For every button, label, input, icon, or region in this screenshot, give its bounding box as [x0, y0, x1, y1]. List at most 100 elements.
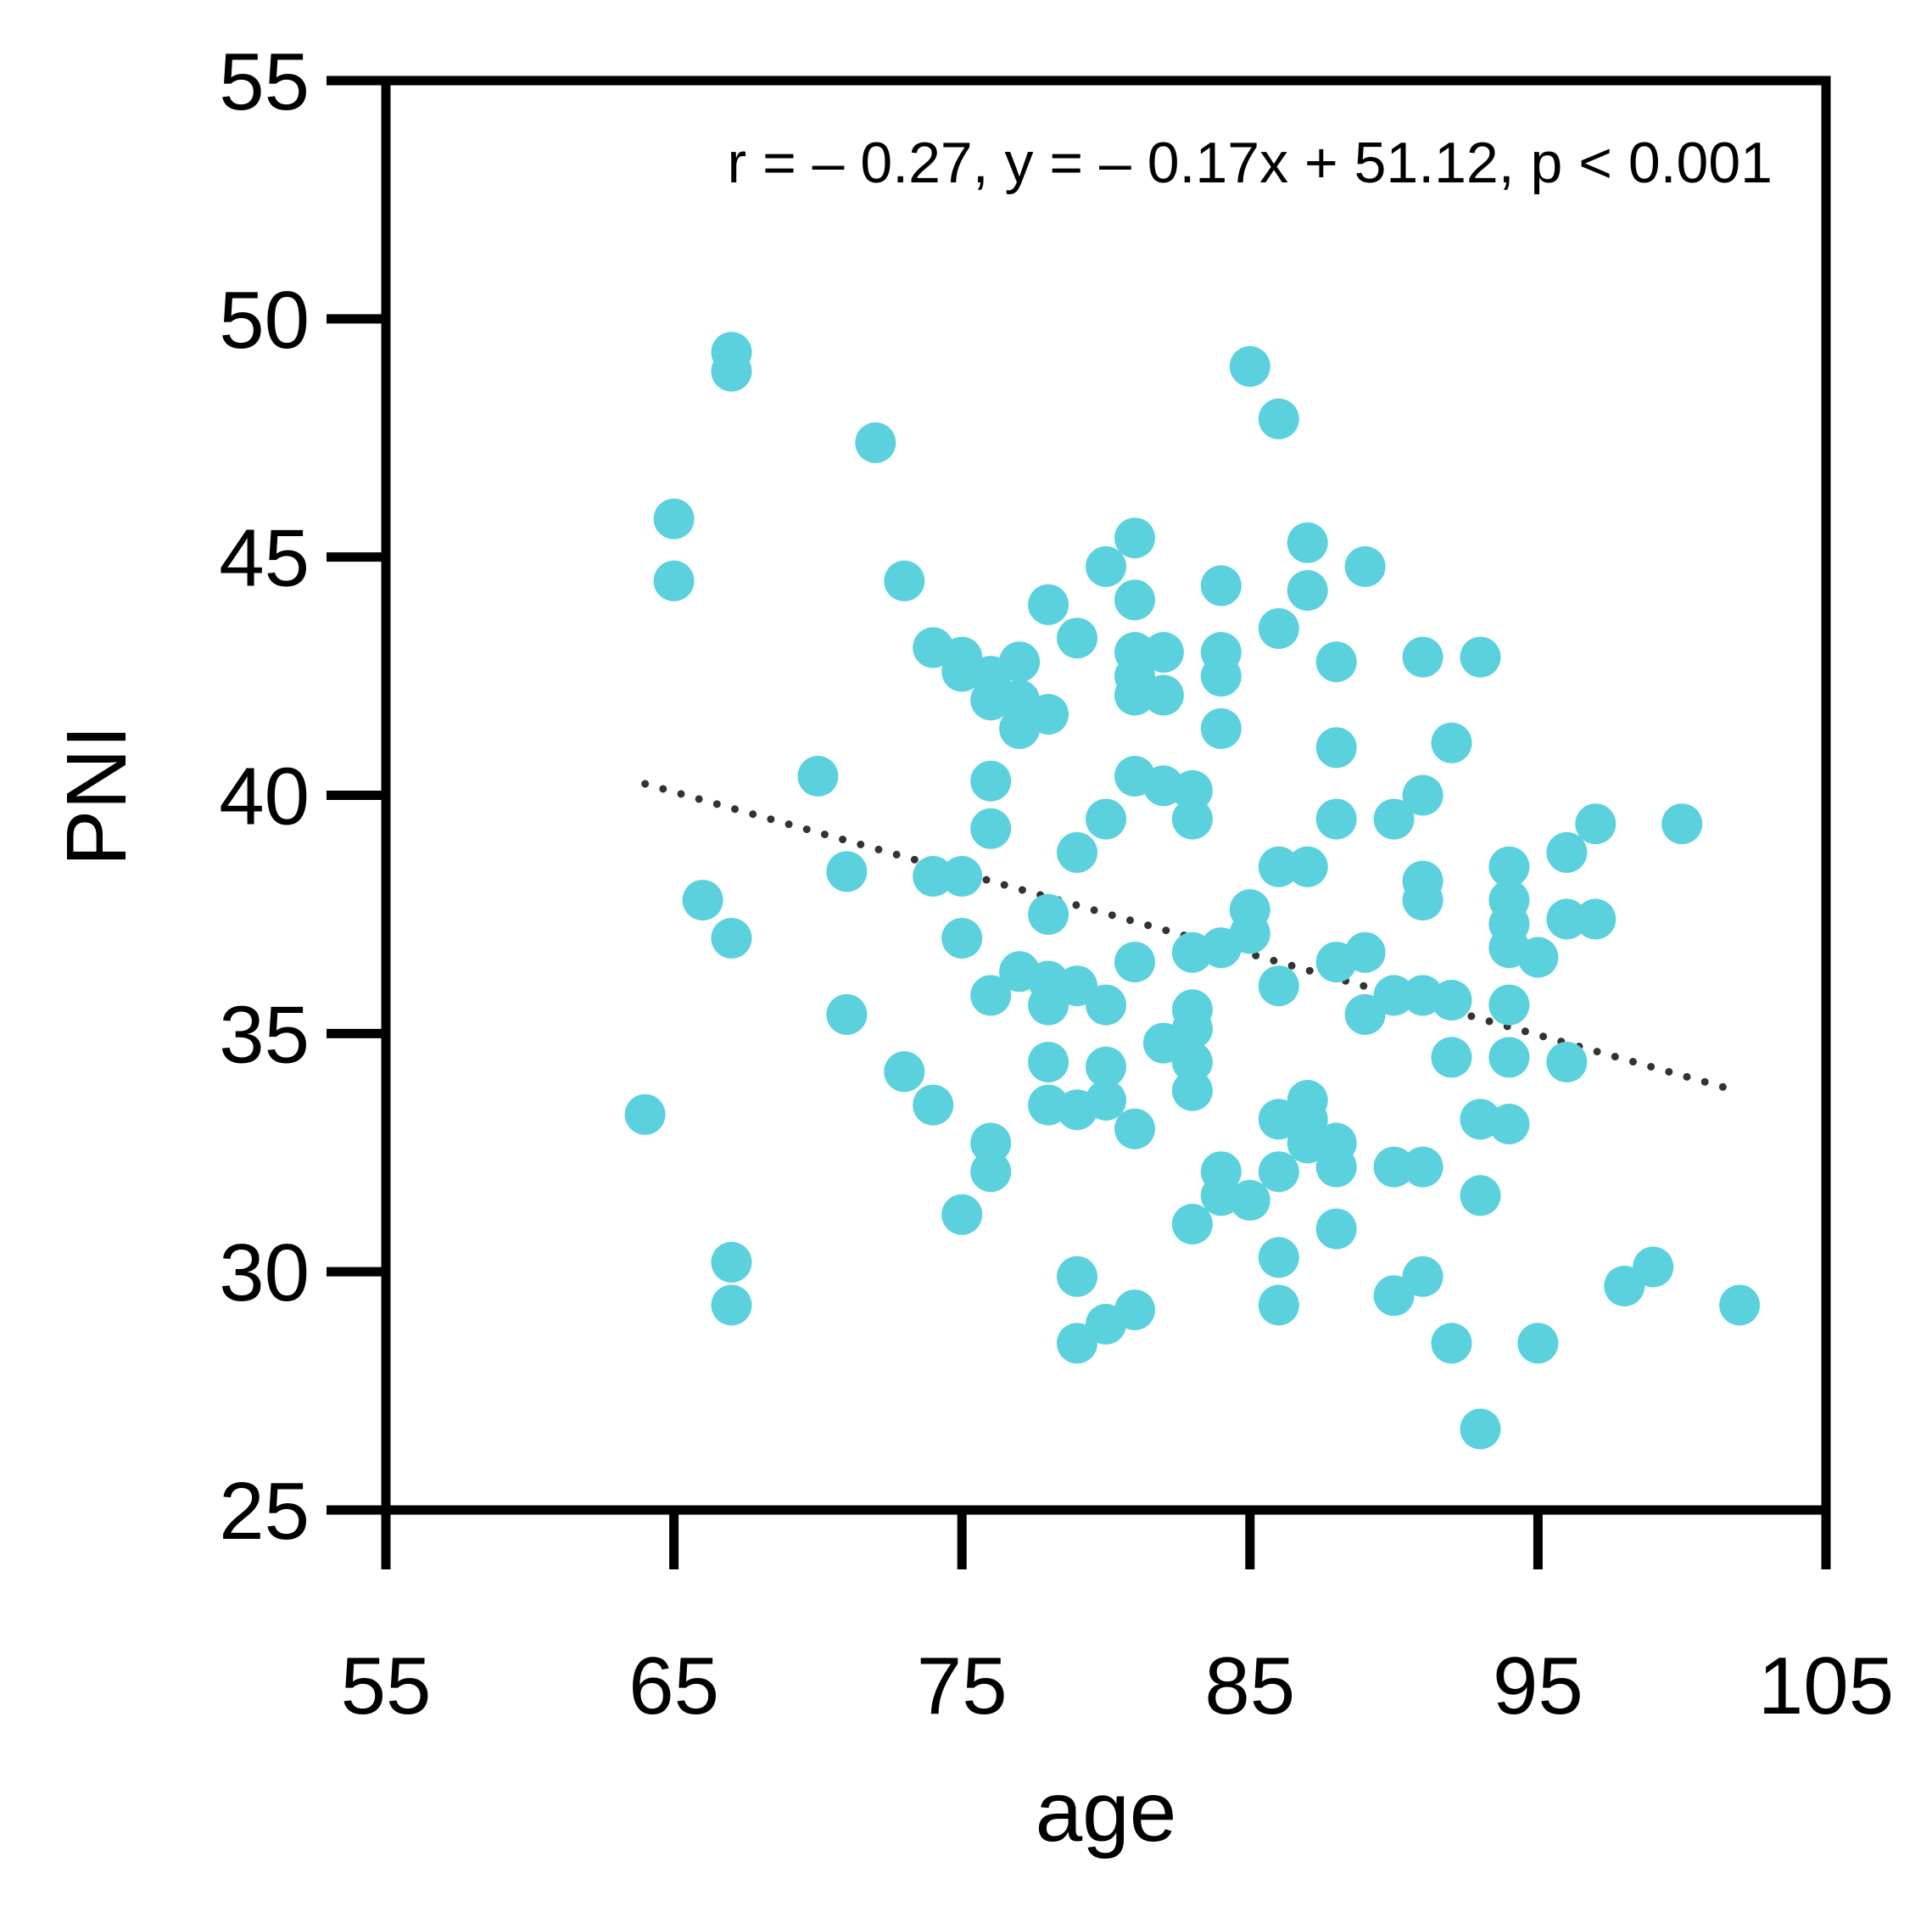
- data-point: [653, 560, 695, 601]
- data-point: [1402, 636, 1443, 678]
- data-point: [1517, 937, 1559, 978]
- data-point: [1575, 803, 1617, 845]
- data-point: [1546, 1042, 1588, 1082]
- data-point: [1488, 1037, 1530, 1078]
- regression-annotation: r = – 0.27, y = – 0.17x + 51.12, p < 0.0…: [728, 131, 1773, 195]
- y-tick-label: 50: [219, 275, 310, 366]
- data-point: [1229, 913, 1270, 954]
- data-point: [884, 560, 925, 601]
- x-tick-label: 65: [628, 1641, 719, 1731]
- data-point: [1402, 1255, 1443, 1297]
- data-point: [1028, 984, 1069, 1026]
- data-point: [1142, 674, 1184, 716]
- data-point: [624, 1093, 666, 1135]
- data-point: [1114, 674, 1155, 716]
- data-point: [1431, 1323, 1472, 1364]
- x-tick-label: 95: [1493, 1641, 1583, 1731]
- data-point: [653, 498, 695, 540]
- data-point: [1114, 942, 1155, 983]
- data-point: [941, 856, 983, 897]
- data-point: [1057, 1323, 1097, 1364]
- data-point: [1488, 846, 1530, 887]
- data-point: [1028, 1042, 1069, 1082]
- data-point: [1057, 831, 1097, 873]
- data-point: [1086, 984, 1126, 1026]
- data-point: [1546, 898, 1588, 940]
- data-point: [1258, 1151, 1299, 1193]
- labels-layer: age PNI r = – 0.27, y = – 0.17x + 51.12,…: [49, 131, 1773, 1859]
- data-point: [1114, 517, 1155, 559]
- data-point: [1258, 1284, 1299, 1326]
- data-point: [1258, 1237, 1299, 1278]
- y-tick-label: 40: [219, 752, 310, 842]
- data-point: [1086, 1046, 1126, 1088]
- data-point: [1344, 993, 1386, 1035]
- data-point: [941, 1194, 983, 1235]
- x-tick-label: 85: [1204, 1641, 1295, 1731]
- data-point: [1460, 1175, 1501, 1216]
- data-point: [1633, 1246, 1674, 1288]
- y-axis-title: PNI: [49, 725, 144, 867]
- data-point: [913, 1084, 954, 1126]
- data-point: [1258, 846, 1299, 887]
- regression-line: [641, 780, 1744, 1096]
- data-point: [1086, 798, 1126, 840]
- data-point: [1200, 565, 1242, 607]
- data-point: [1604, 1266, 1645, 1306]
- data-point: [1402, 1146, 1443, 1188]
- data-point: [1086, 545, 1126, 587]
- data-point: [1171, 1204, 1213, 1244]
- data-point: [1431, 980, 1472, 1021]
- data-point: [1517, 1323, 1559, 1364]
- y-tick-label: 45: [219, 513, 310, 604]
- points-layer: [624, 332, 1761, 1450]
- data-point: [1402, 775, 1443, 816]
- data-point: [1315, 727, 1357, 769]
- data-point: [1171, 1042, 1213, 1082]
- data-point: [1373, 1275, 1415, 1317]
- y-tick-label: 25: [219, 1466, 310, 1557]
- data-point: [1057, 1255, 1097, 1297]
- ticks-layer: 25 30 35 40 45 50 55 55 65 75 85 95 105: [219, 36, 1894, 1731]
- data-point: [711, 350, 752, 392]
- x-tick-label: 105: [1758, 1641, 1894, 1731]
- data-point: [1258, 398, 1299, 439]
- data-point: [1171, 1008, 1213, 1049]
- data-point: [970, 808, 1012, 849]
- data-point: [682, 880, 723, 921]
- data-point: [1719, 1284, 1761, 1326]
- x-tick-label: 55: [341, 1641, 432, 1731]
- data-point: [1057, 965, 1097, 1007]
- data-point: [1460, 636, 1501, 678]
- regression-layer: [641, 780, 1744, 1096]
- data-point: [1287, 1122, 1328, 1164]
- data-point: [1028, 584, 1069, 625]
- data-point: [826, 993, 868, 1035]
- x-axis-title: age: [1036, 1764, 1177, 1859]
- data-point: [711, 1284, 752, 1326]
- data-point: [1258, 965, 1299, 1007]
- data-point: [1258, 607, 1299, 649]
- data-point: [1200, 707, 1242, 749]
- data-point: [1114, 579, 1155, 621]
- data-point: [1142, 632, 1184, 673]
- data-point: [1373, 798, 1415, 840]
- data-point: [1488, 984, 1530, 1026]
- data-point: [1373, 975, 1415, 1016]
- data-point: [1171, 1070, 1213, 1111]
- data-point: [1344, 931, 1386, 973]
- data-point: [711, 1241, 752, 1283]
- data-point: [1431, 1037, 1472, 1078]
- data-point: [1057, 618, 1097, 659]
- data-point: [1171, 769, 1213, 811]
- y-tick-label: 55: [219, 36, 310, 127]
- data-point: [1229, 346, 1270, 387]
- data-point: [1258, 1099, 1299, 1140]
- data-point: [1460, 1408, 1501, 1450]
- data-point: [1344, 545, 1386, 587]
- data-point: [1373, 1146, 1415, 1188]
- data-point: [1200, 656, 1242, 697]
- data-point: [1315, 641, 1357, 683]
